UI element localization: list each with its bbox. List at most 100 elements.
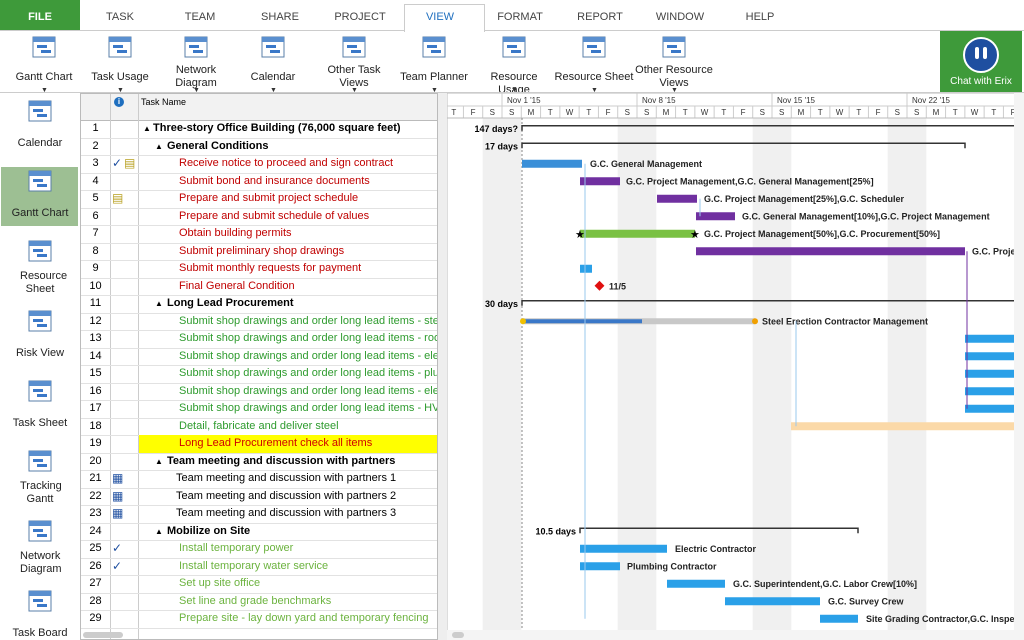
- task-name[interactable]: Submit monthly requests for payment: [179, 262, 362, 274]
- row-line: [81, 592, 437, 594]
- row-line: [81, 190, 437, 191]
- day-label: M: [798, 108, 805, 117]
- sidebar-item[interactable]: Network Diagram: [20, 550, 62, 575]
- sidebar-item[interactable]: Task Board: [12, 627, 68, 639]
- task-name[interactable]: Long Lead Procurement check all items: [179, 437, 373, 449]
- sidebar-item[interactable]: Risk View: [15, 347, 65, 359]
- task-name[interactable]: Receive notice to proceed and sign contr…: [179, 157, 394, 169]
- tab[interactable]: WINDOW: [655, 11, 705, 23]
- ribbon-button[interactable]: Other Task Views: [327, 64, 381, 89]
- tab[interactable]: VIEW: [425, 11, 455, 23]
- tab[interactable]: SHARE: [261, 11, 299, 23]
- row-id: 22: [89, 489, 102, 502]
- task-name[interactable]: Set up site office: [179, 577, 261, 589]
- task-name[interactable]: Submit shop drawings and order long lead…: [179, 384, 438, 397]
- collapse-toggle[interactable]: ▲: [155, 526, 163, 536]
- task-name[interactable]: Three-story Office Building (76,000 squa…: [153, 122, 401, 134]
- row-id: 17: [89, 402, 102, 414]
- day-label: T: [818, 108, 823, 117]
- task-name[interactable]: Set line and grade benchmarks: [179, 594, 332, 607]
- icon: [28, 380, 52, 402]
- sidebar-item[interactable]: Task Sheet: [12, 417, 68, 429]
- row-line: [81, 522, 437, 524]
- indicator: ▦: [112, 471, 124, 485]
- task-name[interactable]: Final General Condition: [179, 279, 295, 292]
- indicator: ▤: [112, 191, 124, 205]
- icon-bar: [37, 45, 47, 48]
- dropdown-arrow: ▼: [117, 87, 124, 94]
- task-name[interactable]: Prepare site - lay down yard and tempora…: [179, 612, 429, 624]
- duration-label: 10.5 days: [535, 526, 576, 536]
- gantt-bar: [965, 352, 1024, 361]
- column-line: [110, 94, 111, 639]
- task-name[interactable]: Submit shop drawings and order long lead…: [179, 367, 437, 379]
- task-name[interactable]: Long Lead Procurement: [167, 297, 294, 309]
- ribbon-button[interactable]: Network Diagram: [175, 64, 217, 89]
- sidebar-item[interactable]: Resource Sheet: [20, 270, 68, 295]
- sidebar-item[interactable]: Calendar: [17, 137, 63, 149]
- ribbon-button[interactable]: Gantt Chart: [15, 71, 73, 83]
- chat-button[interactable]: Chat with Erix: [940, 31, 1022, 92]
- task-name[interactable]: General Conditions: [167, 139, 269, 152]
- day-label: F: [471, 108, 476, 117]
- ribbon-button[interactable]: Other Resource Views: [635, 64, 713, 89]
- task-name[interactable]: Submit shop drawings and order long lead…: [179, 402, 438, 414]
- collapse-toggle[interactable]: ▲: [155, 456, 163, 466]
- task-name[interactable]: Team meeting and discussion with partner…: [176, 472, 397, 484]
- task-name[interactable]: Team meeting and discussion with partner…: [167, 454, 396, 467]
- ribbon-button[interactable]: Calendar: [250, 71, 296, 83]
- tab[interactable]: TEAM: [184, 11, 216, 23]
- indicator: ▦: [112, 506, 124, 520]
- icon: [28, 590, 52, 612]
- icon-bar: [37, 184, 47, 187]
- day-label: F: [606, 108, 611, 117]
- icon: [28, 520, 52, 542]
- icon-bar: [33, 459, 43, 462]
- task-name[interactable]: Install temporary power: [179, 542, 294, 554]
- task-name[interactable]: Submit shop drawings and order long lead…: [179, 349, 438, 362]
- row-id: 19: [89, 437, 102, 449]
- ribbon-button[interactable]: Task Usage: [91, 71, 149, 83]
- tab[interactable]: TASK: [106, 11, 134, 23]
- task-name[interactable]: Install temporary water service: [179, 559, 329, 572]
- tab[interactable]: REPORT: [577, 11, 623, 23]
- sidebar-item[interactable]: Gantt Chart: [11, 207, 69, 219]
- day-label: T: [548, 108, 553, 117]
- collapse-toggle[interactable]: ▲: [155, 141, 163, 151]
- tab[interactable]: HELP: [745, 11, 775, 23]
- weekend-shade: [752, 118, 772, 630]
- tab[interactable]: FILE: [0, 0, 80, 30]
- ribbon-button[interactable]: Resource Sheet: [554, 71, 634, 83]
- task-name[interactable]: Submit preliminary shop drawings: [179, 244, 345, 257]
- task-name[interactable]: Team meeting and discussion with partner…: [176, 507, 397, 519]
- icon-bar: [351, 50, 361, 53]
- icon: [662, 36, 686, 58]
- icon: [28, 170, 52, 192]
- week-label: Nov 8 '15: [642, 96, 676, 105]
- task-name[interactable]: Team meeting and discussion with partner…: [176, 489, 397, 502]
- day-label: S: [914, 108, 919, 117]
- collapse-toggle[interactable]: ▲: [143, 124, 151, 133]
- task-name[interactable]: Obtain building permits: [179, 227, 292, 239]
- tab[interactable]: FORMAT: [497, 11, 543, 23]
- bar-label: 11/5: [609, 281, 626, 291]
- sidebar-item[interactable]: Tracking Gantt: [20, 480, 62, 505]
- task-name[interactable]: Submit shop drawings and order long lead…: [179, 332, 438, 344]
- dropdown-arrow: ▼: [270, 87, 277, 94]
- gantt-bar: [696, 247, 965, 256]
- ribbon-button[interactable]: Team Planner: [400, 71, 468, 83]
- icon: [342, 36, 366, 58]
- icon-bar: [511, 50, 521, 53]
- tab[interactable]: PROJECT: [334, 11, 386, 23]
- task-name[interactable]: Prepare and submit schedule of values: [179, 209, 370, 222]
- task-name[interactable]: Submit bond and insurance documents: [179, 174, 370, 187]
- task-name[interactable]: Prepare and submit project schedule: [179, 192, 359, 204]
- icon-bar: [266, 45, 276, 48]
- bar-label: G.C. Survey Crew: [828, 596, 905, 606]
- collapse-toggle[interactable]: ▲: [155, 299, 163, 308]
- icon-bar: [33, 249, 43, 252]
- task-name[interactable]: Mobilize on Site: [167, 524, 251, 537]
- task-name[interactable]: Submit shop drawings and order long lead…: [179, 314, 438, 327]
- header-cell: Task Name: [141, 97, 187, 107]
- task-name[interactable]: Detail, fabricate and deliver steel: [179, 419, 339, 432]
